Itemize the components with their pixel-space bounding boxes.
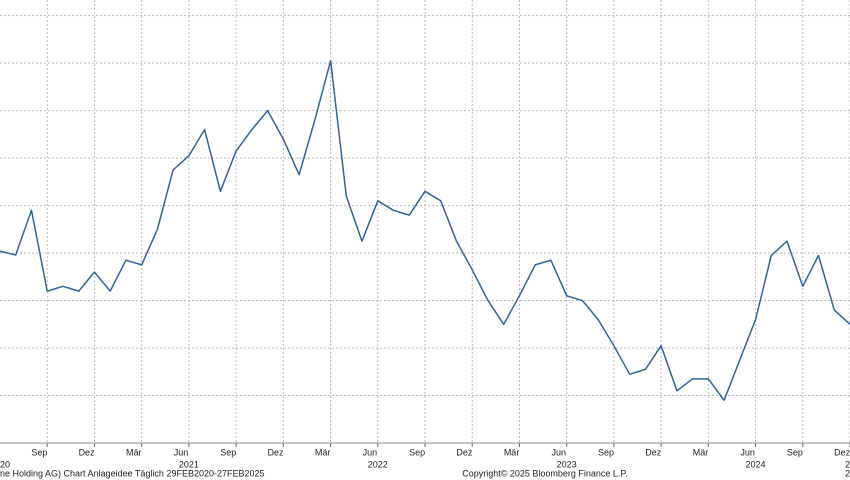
x-tick-label: Jun [740, 447, 755, 457]
price-line [0, 60, 850, 402]
x-tick-label: Dez [645, 447, 662, 457]
x-tick-label: Jun [174, 447, 189, 457]
x-tick-label: Mär [315, 447, 331, 457]
footer-right: 2 [845, 468, 850, 478]
x-tick-label: Sep [598, 447, 614, 457]
x-tick-label: Mär [504, 447, 520, 457]
x-tick-label: Sep [220, 447, 236, 457]
year-label: 2021 [179, 459, 199, 469]
x-tick-label: Mär [126, 447, 142, 457]
year-label: 2 [845, 459, 850, 469]
x-tick-label: Dez [79, 447, 96, 457]
x-tick-label: Sep [409, 447, 425, 457]
year-label: 20 [0, 459, 10, 469]
x-tick-label: Sep [31, 447, 47, 457]
year-label: 2024 [746, 459, 766, 469]
x-tick-label: Jun [363, 447, 378, 457]
x-tick-label: Dez [267, 447, 284, 457]
x-tick-label: Dez [456, 447, 473, 457]
x-tick-label: Dez [834, 447, 850, 457]
x-tick-label: Mär [693, 447, 709, 457]
year-label: 2022 [368, 459, 388, 469]
x-tick-label: Sep [787, 447, 803, 457]
footer-center: Copyright© 2025 Bloomberg Finance L.P. [462, 468, 628, 478]
year-label: 2023 [557, 459, 577, 469]
x-tick-label: Jun [552, 447, 567, 457]
footer-left: ne Holding AG) Chart Anlageidee Täglich … [0, 468, 265, 478]
